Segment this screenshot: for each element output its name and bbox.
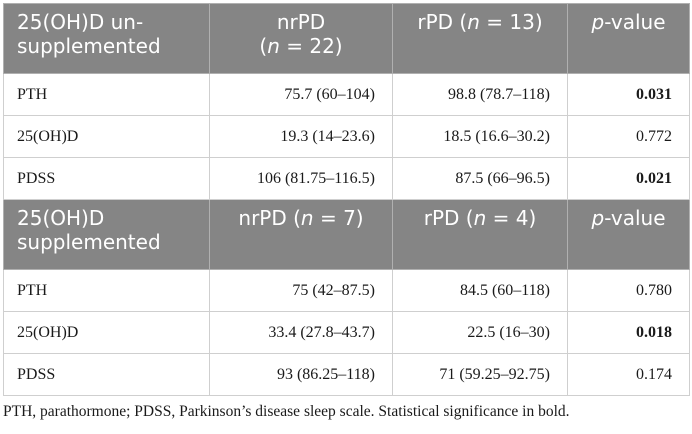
nrpd-value: 93 (86.25–118): [209, 353, 393, 396]
row-label: PDSS: [3, 353, 210, 396]
rpd-value: 18.5 (16.6–30.2): [392, 115, 568, 158]
table-row: PTH 75.7 (60–104) 98.8 (78.7–118) 0.031: [3, 73, 690, 116]
section-header-supplemented: 25(OH)D supplemented nrPD (n = 7) rPD (n…: [3, 199, 690, 270]
group-label-line2: supplemented: [17, 230, 161, 254]
row-label: PDSS: [3, 157, 210, 200]
p-value: 0.018: [567, 311, 690, 354]
p-value: 0.021: [567, 157, 690, 200]
header-rpd: rPD (n = 4): [392, 199, 568, 270]
header-p-value: p-value: [567, 199, 690, 270]
header-group-label: 25(OH)D supplemented: [3, 199, 210, 270]
p-value: 0.174: [567, 353, 690, 396]
group-label-line1: 25(OH)D un-: [17, 10, 144, 34]
group-label-line2: supplemented: [17, 34, 161, 58]
table-footnote: PTH, parathormone; PDSS, Parkinson’s dis…: [3, 403, 570, 420]
nrpd-value: 75.7 (60–104): [209, 73, 393, 116]
table-row: PTH 75 (42–87.5) 84.5 (60–118) 0.780: [3, 269, 690, 312]
results-table: 25(OH)D un- supplemented nrPD (n = 22) r…: [3, 3, 690, 396]
header-group-label: 25(OH)D un- supplemented: [3, 3, 210, 74]
rpd-value: 87.5 (66–96.5): [392, 157, 568, 200]
table-row: 25(OH)D 19.3 (14–23.6) 18.5 (16.6–30.2) …: [3, 115, 690, 158]
p-value: 0.772: [567, 115, 690, 158]
nrpd-value: 19.3 (14–23.6): [209, 115, 393, 158]
table-row: PDSS 106 (81.75–116.5) 87.5 (66–96.5) 0.…: [3, 157, 690, 200]
header-nrpd: nrPD (n = 7): [209, 199, 393, 270]
header-p-value: p-value: [567, 3, 690, 74]
nrpd-value: 106 (81.75–116.5): [209, 157, 393, 200]
header-rpd: rPD (n = 13): [392, 3, 568, 74]
section-header-unsupplemented: 25(OH)D un- supplemented nrPD (n = 22) r…: [3, 3, 690, 74]
nrpd-header-line1: nrPD: [276, 10, 326, 34]
nrpd-value: 75 (42–87.5): [209, 269, 393, 312]
rpd-value: 84.5 (60–118): [392, 269, 568, 312]
row-label: PTH: [3, 269, 210, 312]
table-row: 25(OH)D 33.4 (27.8–43.7) 22.5 (16–30) 0.…: [3, 311, 690, 354]
row-label: 25(OH)D: [3, 311, 210, 354]
p-value: 0.780: [567, 269, 690, 312]
nrpd-value: 33.4 (27.8–43.7): [209, 311, 393, 354]
nrpd-header-line2: (n = 22): [259, 34, 343, 58]
group-label-line1: 25(OH)D: [17, 206, 105, 230]
row-label: PTH: [3, 73, 210, 116]
header-nrpd: nrPD (n = 22): [209, 3, 393, 74]
rpd-value: 22.5 (16–30): [392, 311, 568, 354]
table-row: PDSS 93 (86.25–118) 71 (59.25–92.75) 0.1…: [3, 353, 690, 396]
rpd-value: 98.8 (78.7–118): [392, 73, 568, 116]
row-label: 25(OH)D: [3, 115, 210, 158]
rpd-value: 71 (59.25–92.75): [392, 353, 568, 396]
p-value: 0.031: [567, 73, 690, 116]
